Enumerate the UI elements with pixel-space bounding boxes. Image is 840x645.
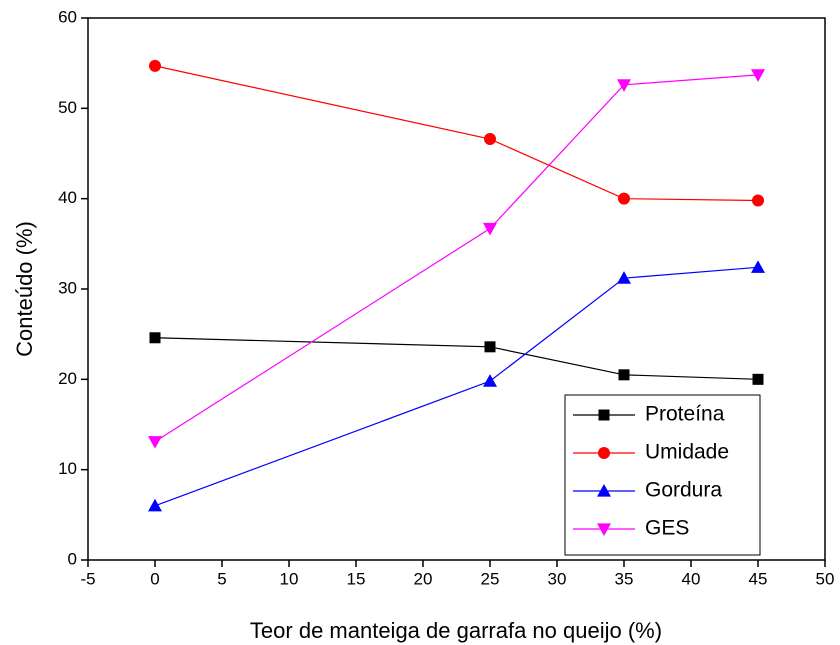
marker	[484, 133, 496, 146]
y-tick-label: 0	[68, 549, 77, 568]
marker	[149, 59, 161, 72]
series-line	[154, 337, 759, 380]
x-tick-label: -5	[80, 569, 95, 588]
y-tick-label: 60	[58, 7, 77, 26]
marker	[597, 484, 611, 497]
x-tick-label: 20	[414, 569, 433, 588]
marker	[617, 271, 631, 284]
marker	[149, 332, 161, 344]
x-tick-label: 30	[548, 569, 567, 588]
x-tick-label: 15	[347, 569, 366, 588]
x-tick-label: 45	[749, 569, 768, 588]
series-line	[154, 74, 759, 443]
series-line	[154, 266, 759, 507]
marker	[483, 222, 497, 236]
legend-label: GES	[645, 517, 689, 540]
y-tick-label: 30	[58, 278, 77, 297]
marker	[751, 69, 765, 82]
x-tick-label: 10	[280, 569, 299, 588]
x-tick-label: 35	[615, 569, 634, 588]
y-tick-label: 50	[58, 98, 77, 117]
marker	[752, 194, 764, 207]
x-tick-label: 40	[682, 569, 701, 588]
y-tick-label: 20	[58, 369, 77, 388]
x-tick-label: 25	[481, 569, 500, 588]
x-tick-label: 5	[217, 569, 226, 588]
x-axis-label: Teor de manteiga de garrafa no queijo (%…	[250, 618, 662, 643]
marker	[598, 409, 610, 421]
marker	[618, 192, 630, 205]
marker	[483, 374, 497, 387]
marker	[752, 373, 764, 385]
x-tick-label: 0	[150, 569, 159, 588]
legend-box	[564, 394, 761, 556]
legend-label: Gordura	[645, 479, 722, 502]
marker	[148, 498, 162, 512]
marker	[598, 447, 610, 459]
marker	[148, 436, 162, 449]
y-tick-label: 40	[58, 188, 77, 207]
legend-label: Umidade	[645, 441, 729, 464]
y-axis-label: Conteúdo (%)	[12, 221, 37, 357]
marker	[597, 523, 611, 536]
marker	[751, 260, 765, 273]
marker	[618, 369, 630, 381]
y-tick-label: 10	[58, 459, 77, 478]
marker	[617, 79, 631, 92]
marker	[484, 341, 496, 353]
series-line	[154, 65, 759, 202]
legend-label: Proteína	[645, 403, 725, 426]
x-tick-label: 50	[816, 569, 835, 588]
